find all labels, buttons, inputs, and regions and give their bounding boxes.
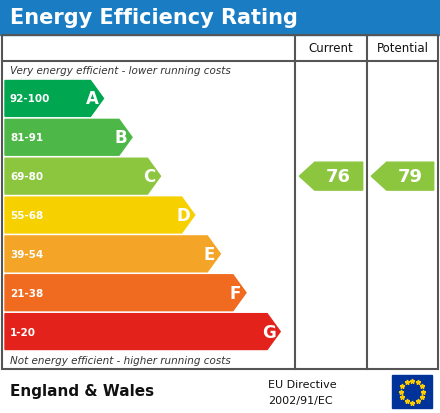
Polygon shape	[5, 236, 220, 272]
Text: 1-20: 1-20	[10, 327, 36, 337]
Bar	[2, 36, 438, 369]
Polygon shape	[299, 163, 363, 191]
Bar	[392, 375, 432, 408]
Text: Current: Current	[308, 43, 353, 55]
Text: Energy Efficiency Rating: Energy Efficiency Rating	[10, 8, 298, 28]
Text: 39-54: 39-54	[10, 249, 43, 259]
Text: 2002/91/EC: 2002/91/EC	[268, 395, 333, 405]
Text: 21-38: 21-38	[10, 288, 43, 298]
Text: Not energy efficient - higher running costs: Not energy efficient - higher running co…	[10, 355, 231, 365]
Text: 55-68: 55-68	[10, 211, 43, 221]
Text: D: D	[177, 206, 191, 224]
Text: E: E	[204, 245, 215, 263]
Polygon shape	[5, 120, 132, 156]
Polygon shape	[371, 163, 434, 191]
Text: B: B	[115, 129, 127, 147]
Text: 79: 79	[398, 168, 423, 186]
Text: F: F	[229, 284, 241, 302]
Bar	[0, 0, 440, 36]
Text: 69-80: 69-80	[10, 172, 43, 182]
Polygon shape	[5, 81, 103, 117]
Text: EU Directive: EU Directive	[268, 380, 337, 389]
Text: Potential: Potential	[377, 43, 429, 55]
Text: 81-91: 81-91	[10, 133, 43, 143]
Text: Very energy efficient - lower running costs: Very energy efficient - lower running co…	[10, 66, 231, 76]
Text: G: G	[262, 323, 276, 341]
Polygon shape	[5, 314, 280, 350]
Polygon shape	[5, 159, 161, 195]
Text: England & Wales: England & Wales	[10, 384, 154, 399]
Polygon shape	[5, 197, 194, 233]
Text: 76: 76	[326, 168, 351, 186]
Text: 92-100: 92-100	[10, 94, 50, 104]
Text: C: C	[143, 168, 156, 186]
Bar	[2, 370, 438, 412]
Text: A: A	[86, 90, 99, 108]
Polygon shape	[5, 275, 246, 311]
